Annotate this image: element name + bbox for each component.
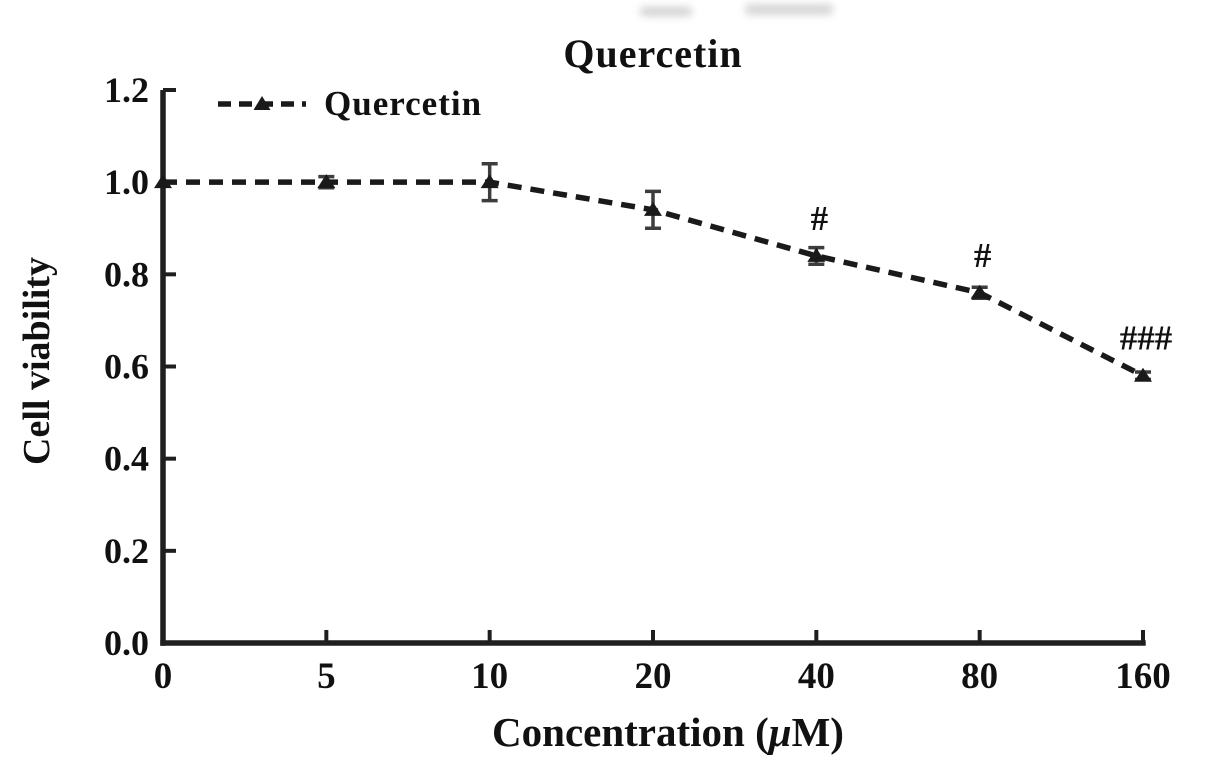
x-tick-label: 5 <box>317 656 336 697</box>
x-axis-label: Concentration (μM) <box>468 708 868 756</box>
print-artifact-smudge <box>640 7 692 16</box>
data-point-marker <box>154 174 172 189</box>
y-tick-label: 1.0 <box>104 162 149 202</box>
legend: Quercetin <box>216 84 482 124</box>
x-tick-label: 80 <box>961 656 998 697</box>
legend-marker-triangle-icon <box>253 96 271 110</box>
x-tick-label: 40 <box>798 656 835 697</box>
data-point-marker <box>317 174 336 189</box>
significance-annotation: ### <box>1120 319 1173 358</box>
x-tick-label: 160 <box>1115 656 1171 697</box>
data-point-marker <box>644 201 662 216</box>
x-tick-label: 0 <box>154 656 173 697</box>
significance-annotation: # <box>974 236 992 275</box>
data-point-marker <box>1134 367 1152 382</box>
print-artifact-smudge <box>745 4 833 15</box>
x-axis-label-prefix: Concentration ( <box>492 709 769 755</box>
data-point-marker <box>807 247 826 262</box>
y-tick-label: 0.6 <box>104 347 149 387</box>
x-tick-label: 10 <box>471 656 508 697</box>
x-tick-label: 20 <box>635 656 672 697</box>
y-tick-label: 1.2 <box>104 70 149 110</box>
data-point-marker <box>970 284 989 299</box>
y-tick-label: 0.2 <box>104 531 149 571</box>
legend-label: Quercetin <box>324 84 483 123</box>
data-point-marker <box>480 174 499 189</box>
legend-line-sample <box>218 96 306 110</box>
significance-annotation: # <box>811 199 829 238</box>
y-tick-label: 0.4 <box>104 439 149 479</box>
x-axis-label-suffix: M) <box>791 709 844 755</box>
y-tick-label: 0.0 <box>104 623 149 663</box>
x-axis-label-mu: μ <box>768 709 792 755</box>
chart-title: Quercetin <box>563 31 743 76</box>
y-tick-label: 0.8 <box>104 254 149 294</box>
